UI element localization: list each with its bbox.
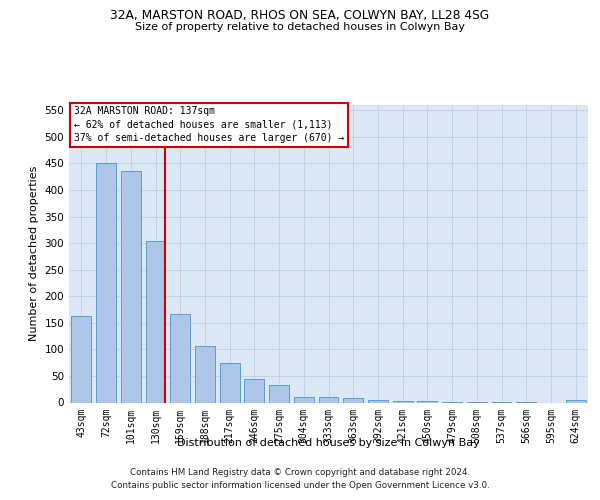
Text: 32A, MARSTON ROAD, RHOS ON SEA, COLWYN BAY, LL28 4SG: 32A, MARSTON ROAD, RHOS ON SEA, COLWYN B… [110, 9, 490, 22]
Text: Size of property relative to detached houses in Colwyn Bay: Size of property relative to detached ho… [135, 22, 465, 32]
Bar [220, 363, 239, 403]
Bar [418, 401, 437, 402]
Bar [244, 378, 264, 402]
Bar [121, 171, 140, 402]
Bar [195, 346, 215, 403]
Bar [170, 314, 190, 402]
Bar [393, 401, 413, 402]
Text: Distribution of detached houses by size in Colwyn Bay: Distribution of detached houses by size … [178, 438, 480, 448]
Bar [146, 241, 166, 402]
Text: 32A MARSTON ROAD: 137sqm
← 62% of detached houses are smaller (1,113)
37% of sem: 32A MARSTON ROAD: 137sqm ← 62% of detach… [74, 106, 344, 143]
Bar [294, 397, 314, 402]
Y-axis label: Number of detached properties: Number of detached properties [29, 166, 39, 342]
Bar [319, 397, 338, 402]
Bar [269, 385, 289, 402]
Text: Contains HM Land Registry data © Crown copyright and database right 2024.: Contains HM Land Registry data © Crown c… [130, 468, 470, 477]
Bar [96, 164, 116, 402]
Bar [71, 316, 91, 402]
Bar [566, 400, 586, 402]
Bar [368, 400, 388, 402]
Bar [343, 398, 363, 402]
Text: Contains public sector information licensed under the Open Government Licence v3: Contains public sector information licen… [110, 482, 490, 490]
